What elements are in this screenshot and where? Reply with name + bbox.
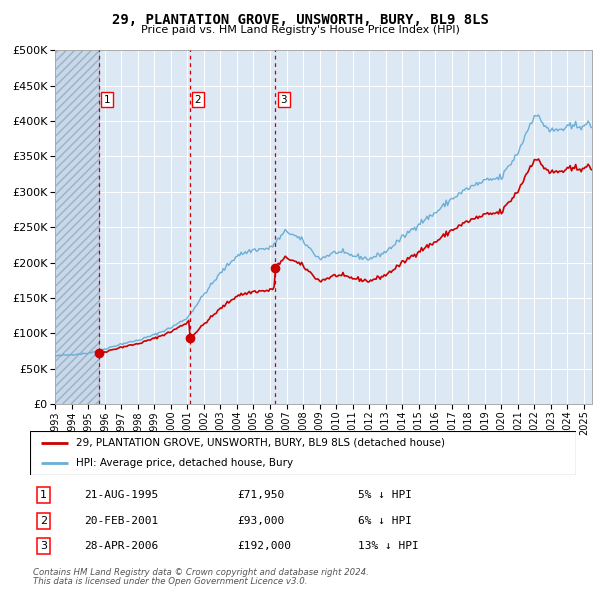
Text: 3: 3 <box>280 95 287 104</box>
Text: 2: 2 <box>40 516 47 526</box>
Text: 1: 1 <box>40 490 47 500</box>
Text: 1: 1 <box>104 95 110 104</box>
Text: HPI: Average price, detached house, Bury: HPI: Average price, detached house, Bury <box>76 458 293 468</box>
Text: 21-AUG-1995: 21-AUG-1995 <box>85 490 159 500</box>
Text: £93,000: £93,000 <box>238 516 285 526</box>
FancyBboxPatch shape <box>30 431 576 475</box>
Bar <box>55 50 99 404</box>
Text: £192,000: £192,000 <box>238 541 292 551</box>
Text: 3: 3 <box>40 541 47 551</box>
Text: Price paid vs. HM Land Registry's House Price Index (HPI): Price paid vs. HM Land Registry's House … <box>140 25 460 35</box>
Text: 13% ↓ HPI: 13% ↓ HPI <box>358 541 418 551</box>
Text: 20-FEB-2001: 20-FEB-2001 <box>85 516 159 526</box>
Text: 6% ↓ HPI: 6% ↓ HPI <box>358 516 412 526</box>
Text: £71,950: £71,950 <box>238 490 285 500</box>
Text: 28-APR-2006: 28-APR-2006 <box>85 541 159 551</box>
Text: Contains HM Land Registry data © Crown copyright and database right 2024.: Contains HM Land Registry data © Crown c… <box>33 568 369 576</box>
Text: This data is licensed under the Open Government Licence v3.0.: This data is licensed under the Open Gov… <box>33 577 308 586</box>
Text: 2: 2 <box>194 95 201 104</box>
Text: 5% ↓ HPI: 5% ↓ HPI <box>358 490 412 500</box>
Text: 29, PLANTATION GROVE, UNSWORTH, BURY, BL9 8LS (detached house): 29, PLANTATION GROVE, UNSWORTH, BURY, BL… <box>76 438 445 448</box>
Text: 29, PLANTATION GROVE, UNSWORTH, BURY, BL9 8LS: 29, PLANTATION GROVE, UNSWORTH, BURY, BL… <box>112 13 488 27</box>
